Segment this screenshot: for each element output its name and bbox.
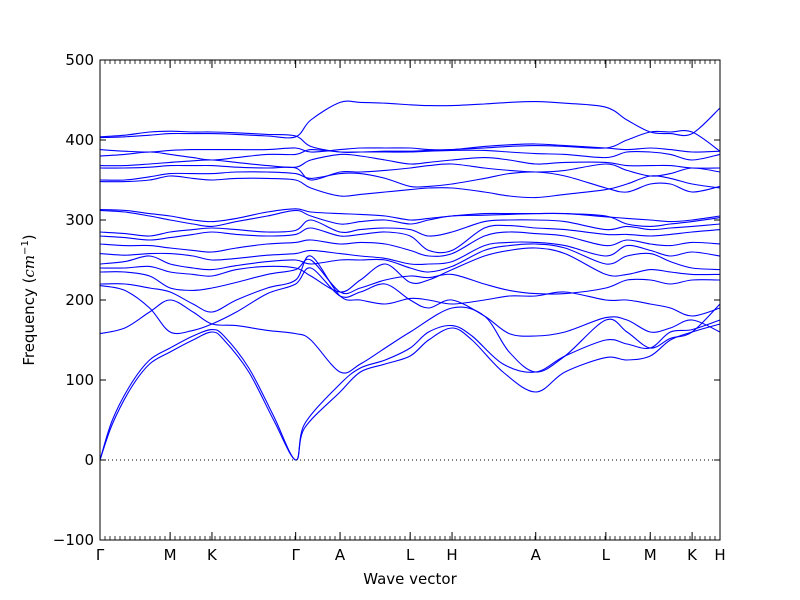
x-tick-label: H — [446, 546, 457, 564]
band-line-13 — [99, 209, 721, 228]
band-line-21 — [99, 100, 721, 139]
band-line-15 — [99, 175, 721, 199]
x-tick-label: L — [602, 546, 611, 564]
band-line-8 — [99, 243, 721, 273]
x-axis-minor-ticks — [104, 60, 716, 540]
band-line-16 — [99, 171, 721, 193]
band-line-1 — [99, 323, 721, 461]
y-axis-label-prefix: Frequency ( — [20, 278, 38, 366]
y-tick-label: 200 — [65, 291, 94, 309]
band-line-19 — [99, 149, 721, 161]
band-line-11 — [99, 224, 721, 254]
y-tick-label: 400 — [65, 131, 94, 149]
band-line-14 — [99, 208, 721, 223]
x-tick-label: K — [687, 546, 698, 564]
x-tick-label: L — [406, 546, 415, 564]
x-tick-label: K — [207, 546, 218, 564]
y-tick-label: 500 — [65, 51, 94, 69]
band-line-6 — [99, 258, 721, 295]
band-line-12 — [99, 219, 721, 237]
band-line-5 — [99, 255, 721, 317]
x-tick-label: Γ — [291, 546, 300, 564]
band-line-9 — [99, 241, 721, 266]
y-tick-label: 100 — [65, 371, 94, 389]
band-line-10 — [99, 231, 721, 257]
x-tick-label: A — [335, 546, 346, 564]
band-line-20 — [99, 143, 721, 153]
x-tick-label: M — [164, 546, 177, 564]
band-line-2 — [99, 319, 721, 461]
y-tick-label: 0 — [84, 451, 94, 469]
x-tick-label: A — [531, 546, 542, 564]
y-tick-label: 300 — [65, 211, 94, 229]
y-axis-label-unit: cm — [20, 255, 38, 278]
y-axis-label: Frequency (cm−1) — [20, 234, 38, 365]
band-line-4 — [99, 267, 721, 337]
y-tick-label: −100 — [53, 531, 94, 549]
band-line-22 — [99, 130, 721, 153]
x-axis-label: Wave vector — [363, 570, 457, 588]
x-tick-label: H — [714, 546, 725, 564]
x-tick-label: M — [644, 546, 657, 564]
band-lines — [99, 100, 721, 461]
y-axis-ticks: −100 0 100 200 300 400 500 — [53, 51, 720, 549]
y-axis-label-suffix: ) — [20, 234, 38, 240]
band-line-3 — [99, 299, 721, 374]
band-line-18 — [99, 153, 721, 169]
band-line-7 — [99, 247, 721, 293]
y-axis-label-exponent: −1 — [20, 240, 31, 255]
band-line-17 — [99, 163, 721, 181]
x-tick-label: Γ — [96, 546, 105, 564]
